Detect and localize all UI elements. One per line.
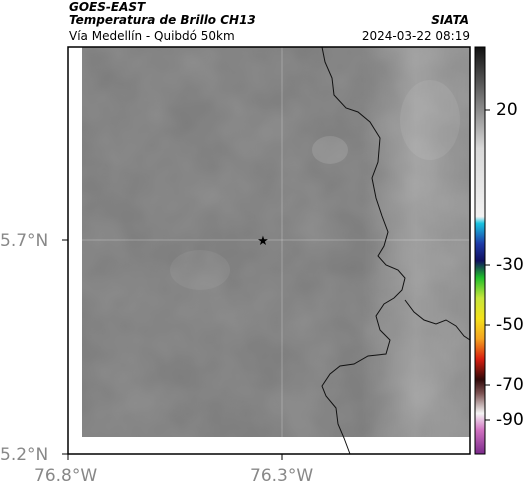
star-marker: ★ <box>257 234 269 249</box>
boundary-line-east <box>404 299 471 341</box>
colorbar-tick-label: -50 <box>496 315 524 335</box>
product-title: Temperatura de Brillo CH13 <box>69 13 256 27</box>
map-frame <box>67 46 471 455</box>
datetime-label: 2024-03-22 08:19 <box>361 29 470 43</box>
lon-tick-label: 76.3°W <box>250 466 314 486</box>
lat-tick-label: 5.7°N <box>0 231 49 251</box>
colorbar-tick-label: 20 <box>496 100 518 120</box>
brightness-temperature-field <box>82 47 470 437</box>
lat-tick-label: 5.2°N <box>0 445 49 465</box>
boundary-line <box>321 46 406 455</box>
colorbar-tick-label: -90 <box>496 410 524 430</box>
colorbar-tick-label: -70 <box>496 375 524 395</box>
region-subtitle: Vía Medellín - Quibdó 50km <box>69 29 235 43</box>
lon-tick-label: 76.8°W <box>34 466 98 486</box>
org-label: SIATA <box>431 13 469 27</box>
colorbar-tick-label: -30 <box>496 255 524 275</box>
colorbar <box>475 47 485 454</box>
satellite-title: GOES-EAST <box>69 0 146 14</box>
